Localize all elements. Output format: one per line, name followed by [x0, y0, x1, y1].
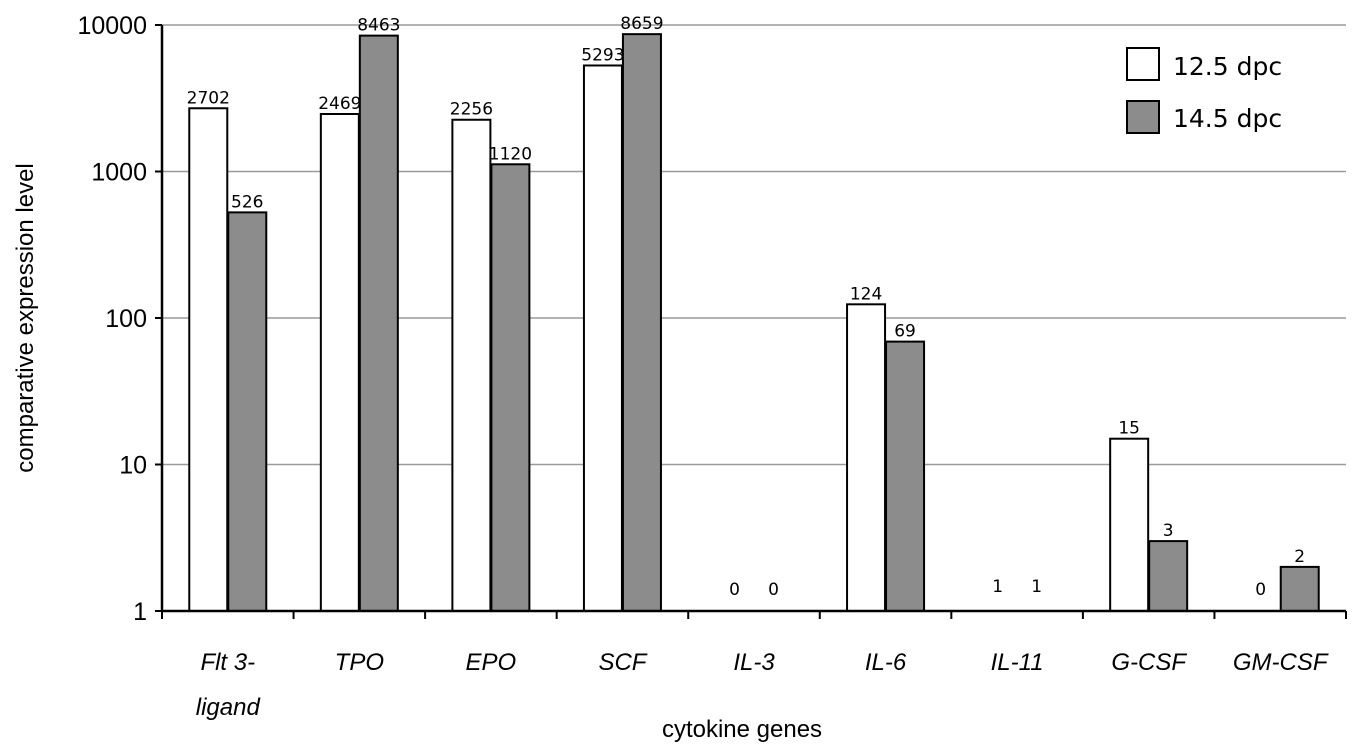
x-tick-label-5: IL-6: [865, 649, 907, 676]
x-tick-label-0-line1: ligand: [196, 694, 261, 721]
data-label-s1-c8: 2: [1294, 547, 1305, 567]
data-label-s0-c8: 0: [1255, 580, 1266, 600]
data-label-s0-c6: 1: [992, 577, 1003, 597]
bar-s1-c5: [885, 340, 926, 612]
data-label-s1-c0: 526: [231, 192, 263, 212]
data-label-s0-c0: 2702: [187, 88, 230, 108]
x-tick-label-1: TPO: [335, 649, 384, 676]
bar-s1-c7: [1148, 540, 1189, 613]
y-tick-label-1000: 1000: [91, 159, 147, 187]
x-axis-title: cytokine genes: [662, 716, 822, 743]
bar-s0-c1: [319, 112, 360, 612]
bar-s1-c2: [490, 163, 531, 613]
bar-s0-c0: [188, 107, 229, 613]
y-axis-title: comparative expression level: [12, 163, 39, 472]
y-tick-label-100: 100: [105, 305, 147, 333]
x-tick-label-6: IL-11: [991, 649, 1044, 676]
data-label-s1-c7: 3: [1163, 521, 1174, 541]
data-label-s1-c2: 1120: [489, 144, 532, 164]
data-label-s1-c6: 1: [1031, 577, 1042, 597]
x-tick-label-2: EPO: [466, 649, 517, 676]
data-labels: 2702 2469 2256 5293 0 124 1 15 0 526 8463 1120 8659 0…: [187, 14, 1305, 600]
legend-label-14-5-dpc: 14.5 dpc: [1173, 104, 1282, 133]
bar-s0-c7: [1109, 437, 1150, 612]
data-label-s1-c4: 0: [768, 580, 779, 600]
bar-s1-c8: [1279, 565, 1320, 613]
data-label-s1-c3: 8659: [620, 14, 663, 34]
legend-swatch-14-5-dpc: [1126, 100, 1160, 134]
data-label-s0-c4: 0: [729, 580, 740, 600]
data-label-s0-c3: 5293: [581, 45, 624, 65]
data-label-s0-c1: 2469: [318, 94, 361, 114]
x-tick-label-8: GM-CSF: [1233, 649, 1329, 676]
bar-s0-c5: [846, 303, 887, 612]
bar-s1-c1: [358, 34, 399, 613]
data-label-s0-c5: 124: [850, 284, 882, 304]
y-tick-label-1: 1: [133, 598, 147, 626]
legend-label-12-5-dpc: 12.5 dpc: [1173, 52, 1282, 81]
y-tick-label-10000: 10000: [77, 12, 147, 40]
data-label-s1-c5: 69: [894, 322, 916, 342]
x-tick-label-3: SCF: [598, 649, 647, 676]
data-label-s1-c1: 8463: [357, 16, 400, 36]
data-label-s0-c2: 2256: [450, 100, 493, 120]
bar-s1-c0: [227, 211, 268, 613]
x-tick-label-0: Flt 3-: [200, 649, 255, 676]
legend: 12.5 dpc 14.5 dpc: [1126, 47, 1282, 134]
bar-s1-c3: [621, 33, 662, 613]
x-tick-label-4: IL-3: [733, 649, 775, 676]
x-tick-label-7: G-CSF: [1111, 649, 1187, 676]
data-label-s0-c7: 15: [1118, 419, 1140, 439]
bar-s0-c3: [582, 64, 623, 613]
axes: [155, 24, 1347, 619]
y-tick-label-10: 10: [119, 452, 147, 480]
legend-swatch-12-5-dpc: [1126, 47, 1160, 81]
bar-s0-c2: [451, 118, 492, 613]
